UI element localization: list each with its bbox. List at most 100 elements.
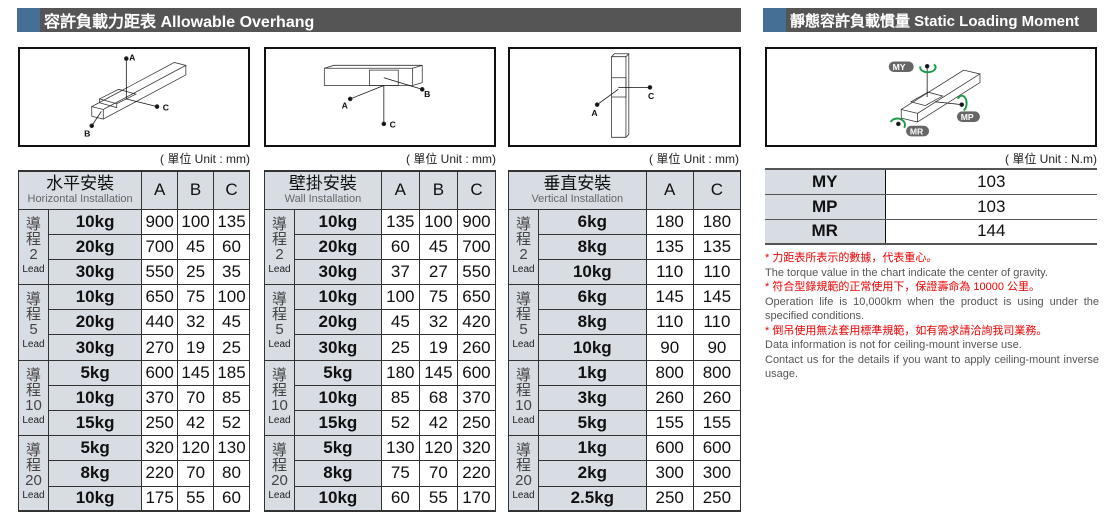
load-cell: 30kg	[294, 334, 382, 361]
value-cell: 32	[418, 309, 458, 336]
table-row: 10kg 110 110	[509, 258, 742, 286]
table-row: 30kg 37 27 550	[265, 258, 497, 286]
svg-text:A: A	[591, 108, 597, 118]
value-cell: 600	[456, 359, 497, 386]
lead-zh-char: 程	[515, 457, 531, 475]
note-zh: * 倒吊使用無法套用標準規範，如有需求請洽詢我司業務。	[765, 324, 1048, 337]
lead-value: 5	[29, 321, 38, 339]
load-cell: 5kg	[538, 409, 647, 437]
value-cell: 110	[645, 258, 694, 286]
lead-zh-char: 程	[25, 306, 41, 324]
lead-label: Lead	[22, 414, 45, 426]
value-cell: 145	[177, 359, 215, 386]
table-row: 3kg 260 260	[509, 384, 742, 412]
load-cell: 1kg	[538, 435, 647, 462]
value-cell: 700	[456, 233, 497, 260]
table-row: 導程 2 Lead 10kg 135 100 900	[264, 208, 497, 286]
load-cell: 2kg	[538, 460, 647, 487]
value-cell: 440	[141, 309, 179, 336]
svg-text:C: C	[163, 102, 169, 112]
table-row: 30kg 550 25 35	[19, 258, 250, 286]
installation-title-en: Vertical Installation	[531, 193, 624, 206]
value-cell: 600	[141, 359, 179, 386]
lead-zh-char: 導	[515, 291, 531, 309]
lead-zh-char: 導	[271, 291, 287, 309]
lead-group-label: 導程 10 Lead	[264, 359, 295, 437]
section-title: 靜態容許負載慣量 Static Loading Moment	[790, 12, 1080, 30]
table-row: 8kg 75 70 220	[265, 460, 497, 487]
value-cell: 68	[418, 384, 458, 412]
lead-group-label: 導程 10 Lead	[18, 359, 49, 437]
load-cell: 3kg	[538, 384, 647, 412]
load-cell: 10kg	[294, 208, 382, 235]
value-cell: 100	[380, 284, 420, 311]
value-cell: 85	[380, 384, 420, 412]
lead-group-label: 導程 20 Lead	[18, 435, 49, 512]
section-title: 容許負載力距表 Allowable Overhang	[44, 14, 315, 31]
table-row: 10kg 175 55 60	[19, 485, 250, 512]
value-cell: 25	[213, 334, 250, 361]
load-cell: 2.5kg	[538, 485, 647, 512]
lead-group-label: 導程 2 Lead	[264, 208, 295, 286]
lead-zh-char: 導	[271, 366, 287, 384]
table-row: 2kg 300 300	[509, 460, 742, 487]
value-cell: 170	[456, 485, 497, 512]
note-en: Operation life is 10,000km when the prod…	[765, 295, 1099, 323]
table-row: 導程 5 Lead 6kg 145 145	[508, 284, 742, 361]
lead-zh-char: 程	[25, 381, 41, 399]
value-cell: 320	[456, 435, 497, 462]
lead-zh-char: 程	[271, 457, 287, 475]
load-cell: 8kg	[294, 460, 382, 487]
lead-label: Lead	[268, 414, 291, 426]
lead-value: 20	[25, 472, 42, 490]
value-cell: 80	[213, 460, 250, 487]
value-cell: 70	[177, 384, 215, 412]
vertical-installation-table: 垂直安裝 Vertical Installation A C 導程 2 Lead 6kg 180…	[508, 170, 742, 513]
static-moment-header: 靜態容許負載慣量 Static Loading Moment	[763, 8, 1097, 32]
moment-value: 103	[885, 169, 1097, 195]
value-cell: 45	[177, 233, 215, 260]
table-row: 10kg 90 90	[509, 334, 742, 361]
table-row: 8kg 110 110	[509, 309, 742, 336]
value-cell: 120	[418, 435, 458, 462]
value-cell: 145	[418, 359, 458, 386]
load-cell: 5kg	[294, 359, 382, 386]
lead-value: 5	[275, 321, 284, 339]
lead-label: Lead	[512, 263, 535, 275]
load-cell: 20kg	[47, 309, 143, 336]
value-cell: 900	[456, 208, 497, 235]
value-cell: 55	[418, 485, 458, 512]
column-header: A	[141, 170, 179, 210]
vertical-installation-diagram: A C	[508, 47, 741, 147]
table-row: 10kg 85 68 370	[265, 384, 497, 412]
lead-label: Lead	[268, 263, 291, 275]
table-row: 15kg 250 42 52	[19, 409, 250, 437]
table-row: 2.5kg 250 250	[509, 485, 742, 512]
lead-group-label: 導程 5 Lead	[508, 284, 539, 361]
load-cell: 15kg	[294, 409, 382, 437]
svg-text:C: C	[390, 120, 396, 130]
value-cell: 120	[177, 435, 215, 462]
lead-zh-char: 程	[271, 306, 287, 324]
table-row: 10kg 60 55 170	[265, 485, 497, 512]
value-cell: 42	[177, 409, 215, 437]
column-header: A	[380, 170, 420, 210]
moment-key: MR	[765, 219, 886, 245]
value-cell: 85	[213, 384, 250, 412]
lead-label: Lead	[512, 490, 535, 502]
lead-zh-char: 程	[515, 381, 531, 399]
load-cell: 15kg	[47, 409, 143, 437]
value-cell: 900	[141, 208, 179, 235]
lead-zh-char: 程	[25, 230, 41, 248]
lead-zh-char: 程	[515, 306, 531, 324]
value-cell: 550	[456, 258, 497, 286]
value-cell: 35	[213, 258, 250, 286]
lead-group-label: 導程 5 Lead	[18, 284, 49, 361]
header-accent	[17, 8, 40, 32]
value-cell: 155	[645, 409, 694, 437]
load-cell: 20kg	[47, 233, 143, 260]
lead-zh-char: 導	[25, 215, 41, 233]
load-cell: 6kg	[538, 208, 647, 235]
lead-value: 2	[275, 245, 284, 263]
lead-value: 2	[29, 245, 38, 263]
